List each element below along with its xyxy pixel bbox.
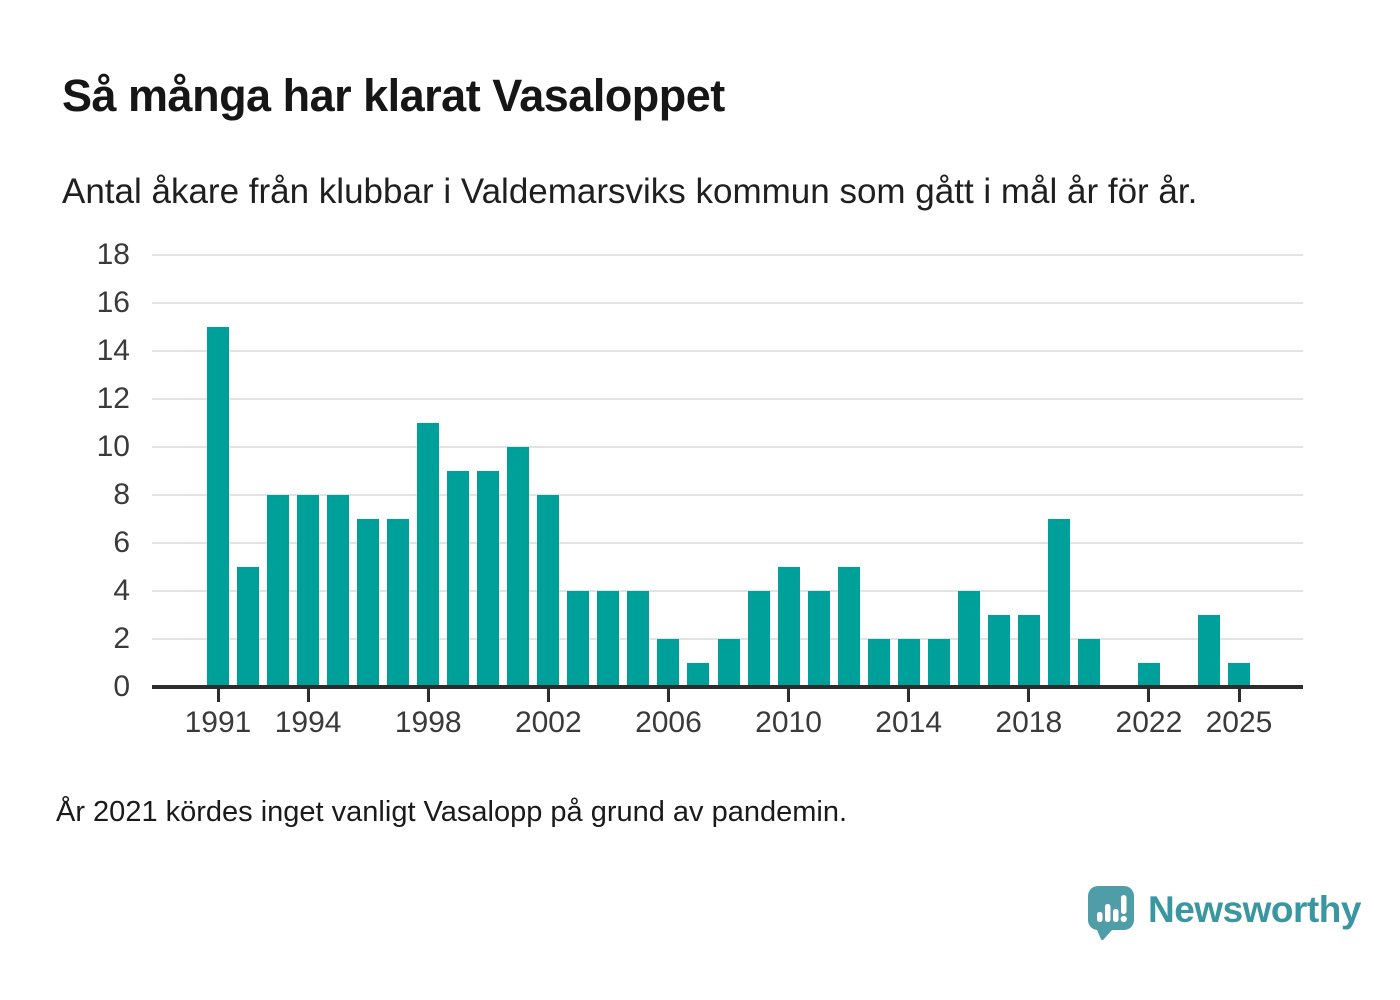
x-tick-1994 <box>306 689 310 702</box>
bar-2024 <box>1197 615 1220 687</box>
bar-1994 <box>297 495 320 687</box>
y-axis-label-8: 8 <box>113 478 130 511</box>
x-axis-label-1994: 1994 <box>274 706 342 739</box>
newsworthy-logo: Newsworthy <box>1088 886 1361 940</box>
x-axis-label-2010: 2010 <box>755 706 822 739</box>
bar-2003 <box>567 591 590 687</box>
bar-2019 <box>1047 519 1070 687</box>
bar-2017 <box>987 615 1010 687</box>
x-tick-2010 <box>787 689 791 702</box>
y-axis-label-10: 10 <box>96 430 130 463</box>
x-axis-label-2014: 2014 <box>875 706 943 739</box>
bar-1991 <box>207 327 229 687</box>
y-axis-label-0: 0 <box>113 670 130 703</box>
y-axis-label-18: 18 <box>96 238 130 271</box>
newsworthy-speech-bubble-bar-chart-icon <box>1088 886 1134 940</box>
chart-title: Så många har klarat Vasaloppet <box>62 70 725 121</box>
gridline-y-8 <box>152 494 1303 496</box>
gridline-y-16 <box>152 302 1303 304</box>
bar-2006 <box>657 639 680 687</box>
bar-2014 <box>897 639 920 687</box>
bar-2018 <box>1017 615 1040 687</box>
bar-2000 <box>477 471 500 687</box>
bar-1999 <box>447 471 470 687</box>
bar-2020 <box>1077 639 1100 687</box>
gridline-y-4 <box>152 590 1303 592</box>
bar-1998 <box>417 423 440 687</box>
bar-2007 <box>687 663 710 687</box>
x-tick-2025 <box>1237 689 1241 702</box>
gridline-y-14 <box>152 350 1303 352</box>
bar-1996 <box>357 519 380 687</box>
x-tick-2006 <box>666 689 670 702</box>
bar-2002 <box>537 495 560 687</box>
x-axis-label-2022: 2022 <box>1115 706 1183 739</box>
gridline-y-6 <box>152 542 1303 544</box>
bar-2016 <box>957 591 980 687</box>
chart-footnote: År 2021 kördes inget vanligt Vasalopp på… <box>56 796 848 828</box>
x-tick-1991 <box>216 689 220 702</box>
bar-2011 <box>807 591 830 687</box>
y-axis-label-6: 6 <box>113 526 130 559</box>
y-axis-label-16: 16 <box>96 286 130 319</box>
bar-2005 <box>627 591 650 687</box>
y-axis-label-4: 4 <box>113 574 130 607</box>
x-axis-label-2002: 2002 <box>514 706 582 739</box>
bar-2001 <box>507 447 530 687</box>
bar-1997 <box>387 519 410 687</box>
gridline-y-18 <box>152 254 1303 256</box>
y-axis-label-2: 2 <box>113 622 130 655</box>
newsworthy-wordmark: Newsworthy <box>1148 889 1361 930</box>
gridline-y-10 <box>152 446 1303 448</box>
bar-2013 <box>867 639 890 687</box>
x-tick-2014 <box>907 689 911 702</box>
y-axis-label-12: 12 <box>96 382 130 415</box>
x-axis-label-1998: 1998 <box>394 706 462 739</box>
bar-2025 <box>1228 663 1250 687</box>
x-axis-label-1991: 1991 <box>184 706 252 739</box>
x-tick-2022 <box>1147 689 1151 702</box>
bar-2008 <box>717 639 740 687</box>
bar-2009 <box>747 591 770 687</box>
bar-2022 <box>1137 663 1160 687</box>
y-axis-label-14: 14 <box>96 334 130 367</box>
bar-1992 <box>237 567 260 687</box>
bar-2015 <box>927 639 950 687</box>
x-tick-1998 <box>426 689 430 702</box>
x-axis-line <box>152 685 1303 689</box>
bar-1993 <box>267 495 290 687</box>
bar-2010 <box>777 567 800 687</box>
x-axis-label-2025: 2025 <box>1205 706 1273 739</box>
bar-2012 <box>837 567 860 687</box>
x-axis-label-2006: 2006 <box>635 706 702 739</box>
x-tick-2002 <box>546 689 550 702</box>
x-tick-2018 <box>1027 689 1031 702</box>
bar-2004 <box>597 591 620 687</box>
gridline-y-12 <box>152 398 1303 400</box>
x-axis-label-2018: 2018 <box>995 706 1063 739</box>
bar-1995 <box>327 495 350 687</box>
chart-subtitle: Antal åkare från klubbar i Valdemarsviks… <box>62 172 1198 211</box>
